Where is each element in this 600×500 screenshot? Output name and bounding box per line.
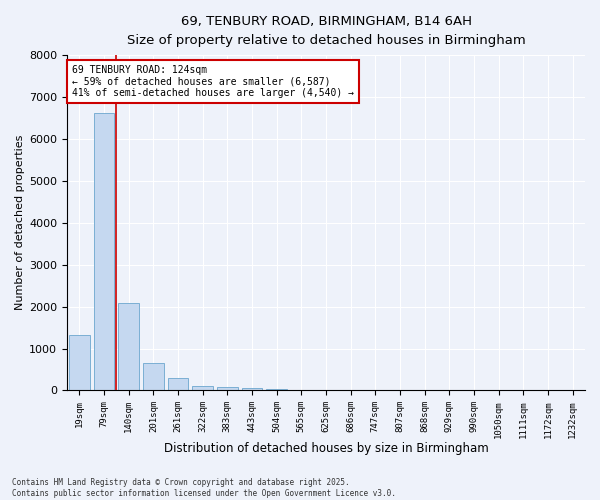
- Bar: [242, 388, 262, 390]
- Bar: [94, 113, 115, 390]
- Bar: [266, 389, 287, 390]
- Bar: [192, 386, 213, 390]
- X-axis label: Distribution of detached houses by size in Birmingham: Distribution of detached houses by size …: [164, 442, 488, 455]
- Bar: [118, 304, 139, 390]
- Bar: [143, 363, 164, 390]
- Bar: [167, 378, 188, 390]
- Bar: [69, 335, 90, 390]
- Bar: [217, 388, 238, 390]
- Text: 69 TENBURY ROAD: 124sqm
← 59% of detached houses are smaller (6,587)
41% of semi: 69 TENBURY ROAD: 124sqm ← 59% of detache…: [72, 65, 354, 98]
- Y-axis label: Number of detached properties: Number of detached properties: [15, 135, 25, 310]
- Text: Contains HM Land Registry data © Crown copyright and database right 2025.
Contai: Contains HM Land Registry data © Crown c…: [12, 478, 396, 498]
- Title: 69, TENBURY ROAD, BIRMINGHAM, B14 6AH
Size of property relative to detached hous: 69, TENBURY ROAD, BIRMINGHAM, B14 6AH Si…: [127, 15, 526, 47]
